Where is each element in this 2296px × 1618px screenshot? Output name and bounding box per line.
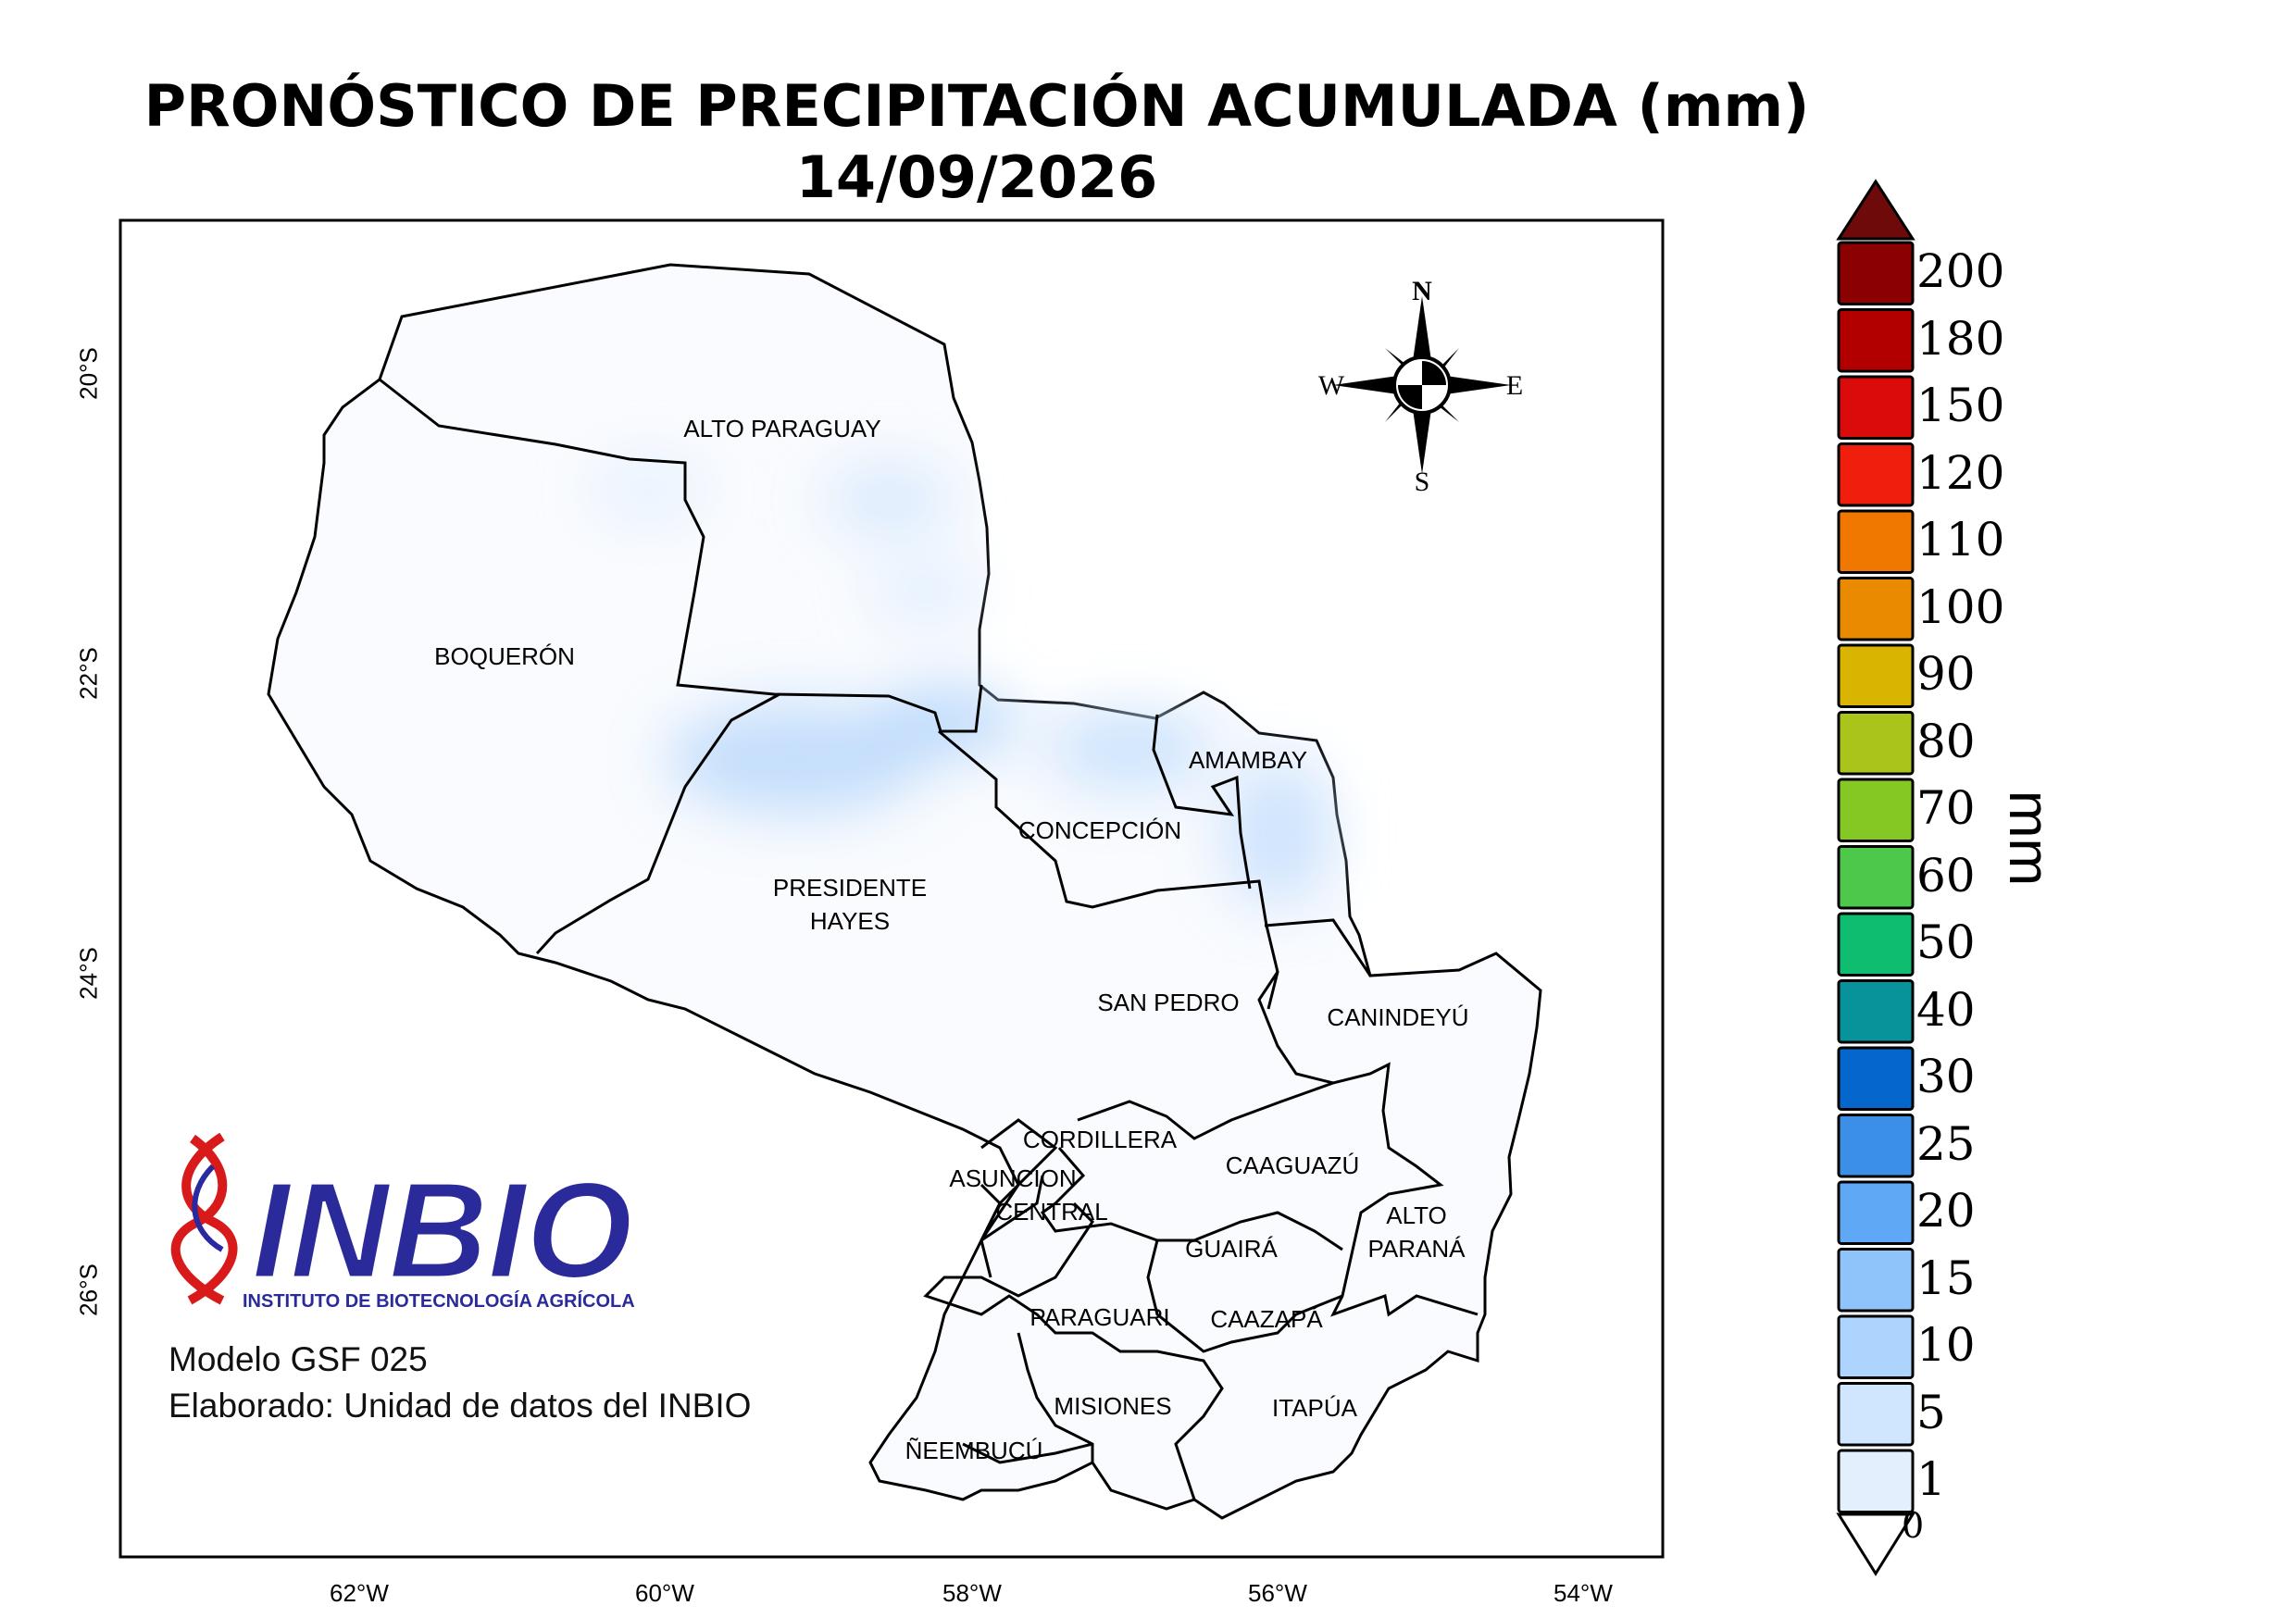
colorbar-label-70: 70 (1916, 781, 1976, 835)
logo-wordmark: INBIO (252, 1154, 632, 1307)
lat-tick-26: 26°S (74, 1263, 103, 1316)
label-alto-parana-2: PARANÁ (1368, 1235, 1466, 1263)
lat-tick-22: 22°S (74, 647, 103, 700)
label-alto-parana-1: ALTO (1386, 1201, 1447, 1229)
colorbar-label-50: 50 (1916, 915, 1976, 969)
lon-tick-54: 54°W (1554, 1579, 1613, 1607)
department-boundaries (379, 378, 1479, 1500)
label-concepcion: CONCEPCIÓN (1018, 816, 1181, 844)
colorbar-label-100: 100 (1916, 579, 2005, 634)
map-date: 14/09/2026 (795, 143, 1158, 211)
colorbar-label-1: 1 (1916, 1452, 1946, 1506)
model-credit: Modelo GSF 025 (168, 1340, 428, 1378)
lon-tick-56: 56°W (1248, 1579, 1307, 1607)
colorbar-label-60: 60 (1916, 848, 1976, 902)
lon-tick-58: 58°W (942, 1579, 1002, 1607)
colorbar-label-30: 30 (1916, 1050, 1976, 1103)
inbio-logo: INBIO INSTITUTO DE BIOTECNOLOGÍA AGRÍCOL… (170, 1132, 635, 1312)
label-itapua: ITAPÚA (1272, 1394, 1358, 1422)
map-title: PRONÓSTICO DE PRECIPITACIÓN ACUMULADA (m… (144, 72, 1810, 140)
label-central: CENTRAL (995, 1198, 1107, 1226)
colorbar-label-150: 150 (1916, 379, 2005, 432)
colorbar-label-5: 5 (1916, 1385, 1946, 1439)
label-boqueron: BOQUERÓN (434, 642, 575, 670)
label-guaira: GUAIRÁ (1185, 1235, 1278, 1263)
colorbar-label-200: 200 (1916, 244, 2005, 298)
colorbar-label-90: 90 (1916, 647, 1976, 701)
colorbar-label-20: 20 (1916, 1184, 1976, 1238)
colorbar-label-180: 180 (1916, 311, 2005, 366)
lon-tick-60: 60°W (635, 1579, 694, 1607)
compass-e: E (1506, 370, 1523, 401)
logo-subtitle: INSTITUTO DE BIOTECNOLOGÍA AGRÍCOLA (243, 1290, 635, 1312)
label-caazapa: CAAZAPÁ (1210, 1305, 1323, 1333)
colorbar-label-40: 40 (1916, 982, 1976, 1037)
label-amambay: AMAMBAY (1189, 746, 1307, 774)
label-alto-paraguay: ALTO PARAGUAY (683, 415, 880, 442)
colorbar-label-10: 10 (1916, 1318, 1976, 1372)
label-san-pedro: SAN PEDRO (1097, 989, 1239, 1016)
lat-tick-20: 20°S (74, 347, 103, 400)
label-paraguari: PARAGUARI (1029, 1303, 1169, 1331)
compass-rose (1333, 296, 1511, 474)
colorbar-label-15: 15 (1916, 1251, 1976, 1305)
colorbar-label-110: 110 (1916, 513, 2005, 566)
lat-tick-24: 24°S (74, 947, 103, 1000)
label-presidente-hayes-1: PRESIDENTE (773, 874, 927, 902)
precip-overlay (593, 463, 1333, 907)
label-neembucu: ÑEEMBUCÚ (905, 1437, 1043, 1464)
author-credit: Elaborado: Unidad de datos del INBIO (168, 1387, 752, 1425)
colorbar-zero-label: 0 (1902, 1505, 1925, 1546)
compass-n: N (1412, 276, 1432, 306)
compass-s: S (1415, 467, 1430, 497)
label-caaguazu: CAAGUAZÚ (1226, 1151, 1359, 1179)
colorbar-label-80: 80 (1916, 714, 1976, 768)
label-presidente-hayes-2: HAYES (810, 907, 890, 935)
compass-w: W (1318, 370, 1345, 401)
label-cordillera: CORDILLERA (1023, 1126, 1178, 1153)
label-misiones: MISIONES (1054, 1392, 1171, 1420)
lon-tick-62: 62°W (330, 1579, 389, 1607)
colorbar-label-25: 25 (1916, 1116, 1976, 1171)
colorbar-label-120: 120 (1916, 445, 2005, 500)
label-asuncion: ASUNCION (949, 1164, 1076, 1192)
colorbar-unit: mm (1997, 790, 2062, 887)
label-canindeyu: CANINDEYÚ (1327, 1003, 1468, 1031)
